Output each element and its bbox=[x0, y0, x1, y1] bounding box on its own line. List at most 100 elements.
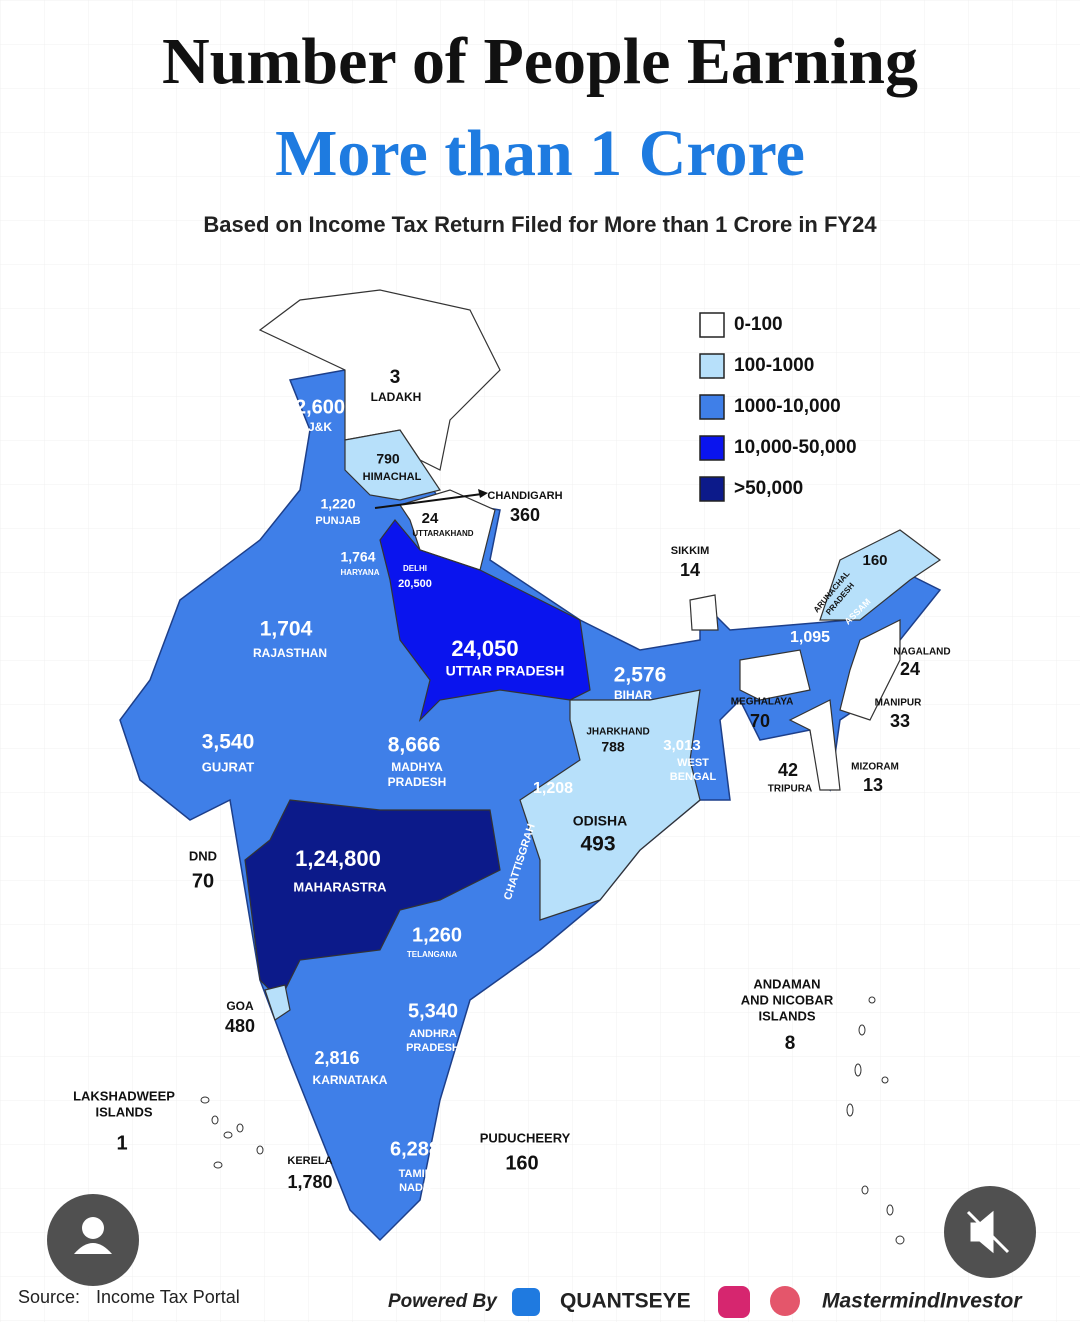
region-value: 20,500 bbox=[398, 578, 432, 590]
brain-logo bbox=[770, 1286, 800, 1316]
ladakh bbox=[258, 289, 501, 471]
region-value: 42 bbox=[778, 760, 798, 780]
region-value: 5,340 bbox=[408, 1000, 458, 1022]
region-value: 160 bbox=[505, 1152, 538, 1174]
sikkim bbox=[689, 594, 719, 631]
legend-swatch bbox=[699, 353, 725, 379]
uttar-pradesh bbox=[379, 519, 591, 722]
region-value: 790 bbox=[376, 451, 400, 467]
region-name: ODISHA bbox=[573, 813, 627, 829]
profile-button[interactable] bbox=[47, 1194, 139, 1286]
region-name: LADAKH bbox=[371, 390, 422, 404]
brand: QUANTSEYE bbox=[560, 1290, 691, 1313]
legend-label: 0-100 bbox=[734, 314, 783, 335]
region-name: AND NICOBAR bbox=[741, 992, 834, 1007]
legend-label: 10,000-50,000 bbox=[734, 437, 857, 458]
region-name: JHARKHAND bbox=[586, 727, 649, 738]
region-value: 2,816 bbox=[314, 1048, 359, 1068]
region-value: 6,288 bbox=[390, 1138, 440, 1160]
region-value: 3 bbox=[390, 367, 401, 388]
region-value: 160 bbox=[862, 552, 887, 569]
region-name: TRIPURA bbox=[768, 784, 812, 795]
source: Income Tax Portal bbox=[96, 1287, 240, 1307]
title: Number of People Earning bbox=[162, 25, 918, 98]
region-name: TAMIL bbox=[399, 1168, 432, 1180]
region-value: 70 bbox=[750, 711, 770, 731]
islands bbox=[200, 996, 905, 1245]
region-value: 3,013 bbox=[663, 737, 701, 754]
region-name: TELANGANA bbox=[407, 950, 457, 959]
region-name: UTTAR PRADESH bbox=[446, 663, 565, 679]
legend-swatch bbox=[699, 435, 725, 461]
instagram-logo bbox=[718, 1286, 750, 1318]
map bbox=[119, 289, 942, 1245]
nagaland-manipur bbox=[839, 619, 901, 721]
region-value: 1,220 bbox=[320, 496, 355, 512]
region-name: DELHI bbox=[403, 564, 427, 573]
region-value: 1,208 bbox=[533, 780, 573, 797]
region-name: NAGALAND bbox=[893, 647, 950, 658]
region-value: 2,576 bbox=[614, 664, 667, 687]
region-name: J&K bbox=[308, 420, 332, 434]
region-name: GOA bbox=[226, 999, 254, 1013]
highlight: More than 1 Crore bbox=[275, 117, 805, 190]
region-value: 1,260 bbox=[412, 924, 462, 946]
region-value: 1 bbox=[116, 1132, 127, 1154]
tripura-mizoram bbox=[788, 699, 841, 791]
region-value: 2,600 bbox=[295, 396, 345, 418]
chandigarh-arrowhead bbox=[478, 489, 488, 498]
region-name: CHANDIGARH bbox=[487, 490, 562, 502]
region-value: 360 bbox=[510, 505, 540, 525]
region-value: 24 bbox=[422, 510, 439, 527]
source-label: Source: bbox=[18, 1287, 80, 1307]
region-name: RAJASTHAN bbox=[253, 646, 327, 660]
region-name: DND bbox=[189, 848, 217, 863]
region-value: 1,095 bbox=[790, 629, 830, 646]
region-name: MADHYA bbox=[391, 760, 443, 774]
brand-logo bbox=[512, 1288, 540, 1316]
region-value: 1,704 bbox=[260, 618, 313, 641]
region-value: 13 bbox=[863, 775, 883, 795]
region-value: 3,540 bbox=[202, 731, 255, 754]
legend-swatch bbox=[699, 476, 725, 502]
region-name: MEGHALAYA bbox=[731, 697, 794, 708]
region-name: LAKSHADWEEP bbox=[73, 1088, 175, 1103]
legend-label: >50,000 bbox=[734, 478, 803, 499]
subtitle: Based on Income Tax Return Filed for Mor… bbox=[203, 212, 877, 237]
region-value: 788 bbox=[601, 739, 625, 755]
region-name: HIMACHAL bbox=[363, 471, 422, 483]
region-value: 1,24,800 bbox=[295, 846, 381, 871]
region-value: 24,050 bbox=[451, 636, 518, 661]
region-name: PRADESH bbox=[388, 775, 447, 789]
region-name: MIZORAM bbox=[851, 762, 899, 773]
region-name: MAHARASTRA bbox=[293, 879, 387, 894]
goa bbox=[264, 984, 291, 1021]
region-value: 14 bbox=[680, 560, 700, 580]
legend-swatch bbox=[699, 312, 725, 338]
region-name: HARYANA bbox=[341, 568, 380, 577]
region-name: ANDAMAN bbox=[753, 976, 820, 991]
region-value: 70 bbox=[192, 870, 214, 892]
profile-icon-body bbox=[74, 1243, 112, 1254]
legend: 0-100 100-1000 1000-10,000 10,000-50,000 >50… bbox=[699, 312, 857, 502]
region-name: PUDUCHEERY bbox=[480, 1130, 571, 1145]
legend-label: 1000-10,000 bbox=[734, 396, 841, 417]
chandigarh-pointer bbox=[374, 493, 483, 509]
legend-label: 100-1000 bbox=[734, 355, 814, 376]
mute-icon bbox=[966, 1210, 1010, 1254]
arunachal bbox=[819, 529, 942, 621]
region-value: 1,780 bbox=[287, 1172, 332, 1192]
handle: MastermindInvestor bbox=[822, 1290, 1023, 1313]
himachal bbox=[344, 429, 441, 501]
region-value: 8,666 bbox=[388, 734, 441, 757]
maharashtra bbox=[244, 799, 501, 1002]
meghalaya bbox=[739, 649, 811, 701]
region-value: 493 bbox=[580, 833, 615, 856]
region-name: NADU bbox=[399, 1182, 431, 1194]
region-name: SIKKIM bbox=[671, 545, 710, 557]
region-name: KARNATAKA bbox=[313, 1073, 388, 1087]
region-value: 480 bbox=[225, 1016, 255, 1036]
region-value: 24 bbox=[900, 659, 920, 679]
region-name: ISLANDS bbox=[95, 1104, 152, 1119]
